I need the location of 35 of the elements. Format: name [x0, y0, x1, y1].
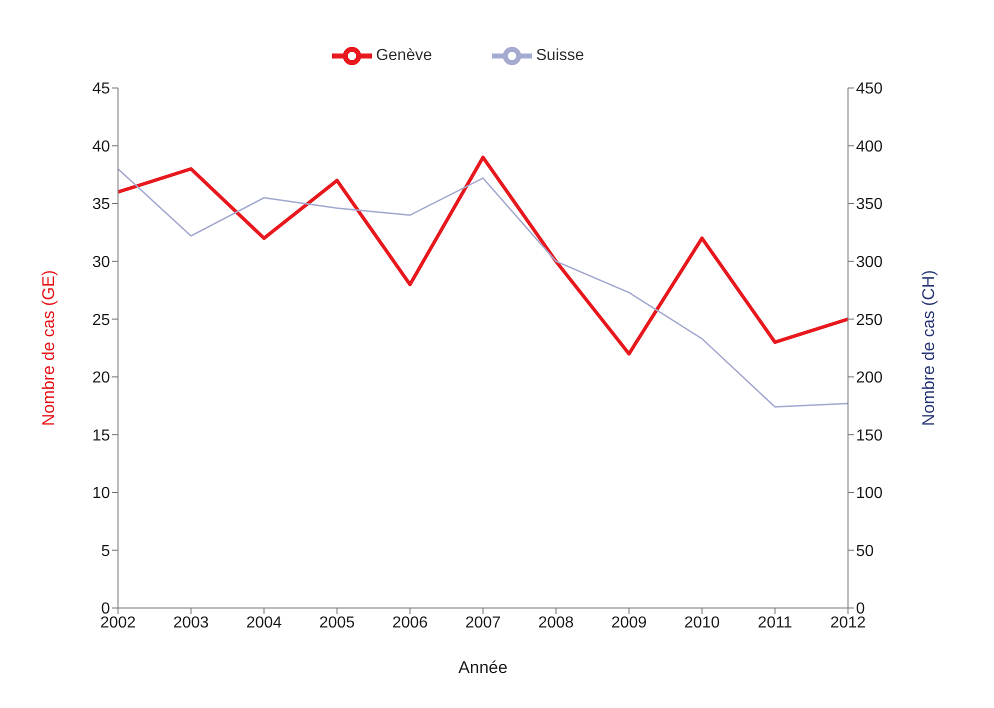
x-tick-label: 2005: [319, 614, 355, 632]
y2-tick-label: 150: [856, 427, 883, 444]
x-tick-label: 2009: [611, 614, 647, 632]
legend-label: Suisse: [536, 47, 584, 64]
y2-tick-label: 400: [856, 138, 883, 156]
y-tick-label: 30: [92, 254, 110, 272]
y-tick-label: 25: [92, 312, 110, 329]
x-axis-title: Année: [458, 658, 508, 677]
y-tick-label: 5: [101, 542, 110, 560]
y2-tick-label: 350: [856, 196, 883, 214]
y2-tick-label: 250: [856, 312, 883, 329]
x-tick-label: 2002: [100, 614, 136, 632]
y-tick-label: 20: [92, 370, 110, 387]
y2-tick-label: 200: [856, 370, 883, 387]
line-series: [117, 168, 849, 408]
y-axis-title: Nombre de cas (GE): [39, 270, 58, 426]
line-series: [116, 156, 850, 356]
y-tick-label: 40: [92, 138, 110, 156]
x-tick-label: 2010: [684, 614, 720, 632]
legend-label: Genève: [376, 47, 432, 64]
x-tick-label: 2003: [173, 614, 209, 632]
y-tick-label: 35: [92, 196, 110, 214]
x-tick-label: 2008: [538, 614, 574, 632]
y2-tick-label: 300: [856, 254, 883, 272]
y2-axis-title: Nombre de cas (CH): [919, 270, 938, 426]
y-tick-label: 15: [92, 427, 110, 444]
y2-tick-label: 100: [856, 485, 883, 502]
y-tick-label: 45: [92, 80, 110, 98]
x-tick-label: 2011: [758, 614, 792, 632]
x-tick-label: 2007: [465, 614, 501, 632]
y-tick-label: 10: [92, 485, 110, 502]
x-tick-label: 2006: [392, 614, 428, 632]
y2-tick-label: 50: [856, 542, 874, 560]
x-tick-label: 2004: [246, 614, 282, 632]
y2-tick-label: 450: [856, 80, 883, 98]
